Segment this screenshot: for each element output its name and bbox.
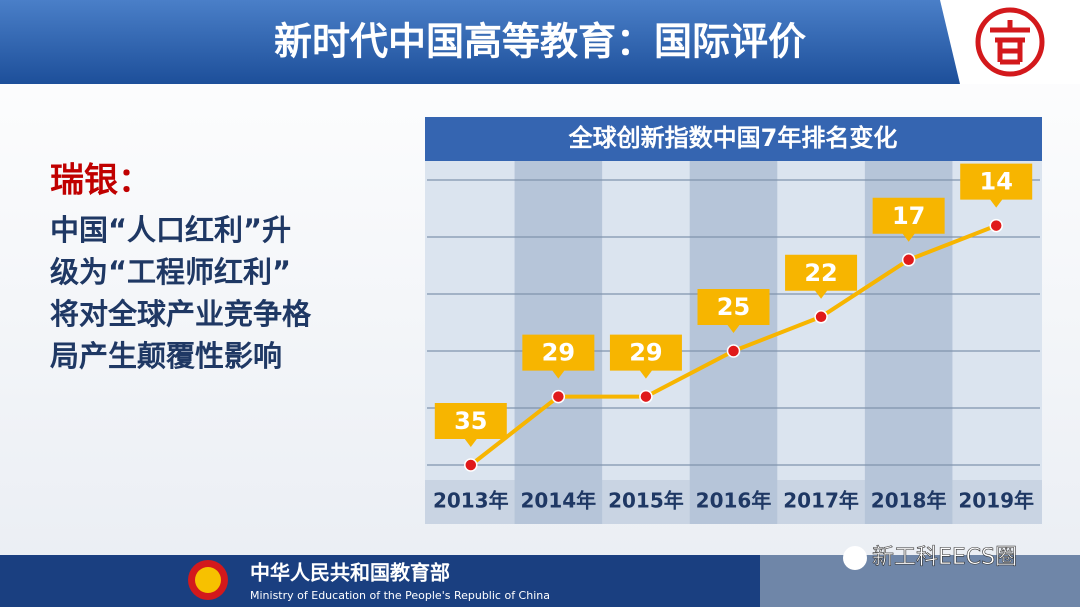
marker [551, 389, 566, 404]
x-tick-label: 2017年 [783, 489, 859, 513]
value-label: 29 [629, 339, 662, 367]
wechat-icon [843, 546, 867, 570]
panel-text: 局产生颠覆性影响 [50, 339, 282, 373]
value-callout [785, 254, 858, 299]
building-photo [760, 555, 1080, 607]
chart-title: 全球创新指数中国7年排名变化 [568, 124, 898, 152]
watermark: 新工科EECS圈 [872, 545, 1017, 570]
header-title: 新时代中国高等教育：国际评价 [274, 20, 806, 64]
header-bar [0, 0, 1080, 84]
marker [814, 310, 828, 324]
value-callout [697, 289, 770, 333]
x-tick-label: 2016年 [696, 489, 772, 513]
value-callout [434, 403, 507, 447]
panel-heading: 瑞银： [50, 161, 152, 201]
value-callout [960, 163, 1033, 208]
x-tick-label: 2019年 [958, 489, 1034, 513]
value-label: 29 [542, 339, 575, 367]
column-shade [689, 161, 778, 524]
marker [464, 458, 478, 472]
marker [989, 218, 1003, 233]
marker [901, 253, 916, 267]
emblem-inner [195, 567, 221, 593]
footer-org: 中华人民共和国教育部 [250, 561, 450, 585]
chart-title-band [425, 117, 1042, 161]
panel-text: 将对全球产业竞争格 [50, 297, 312, 331]
x-tick-label: 2015年 [608, 489, 684, 513]
panel-text: 中国“人口红利”升 [50, 213, 291, 247]
value-callout [872, 197, 945, 242]
value-label: 17 [892, 202, 925, 230]
footer-org-en: Ministry of Education of the People's Re… [250, 589, 550, 602]
value-callout [609, 334, 682, 379]
marker [726, 344, 741, 358]
x-tick-label: 2013年 [433, 489, 509, 513]
value-label: 22 [804, 259, 837, 287]
panel-text: 级为“工程师红利” [50, 255, 291, 289]
value-label: 35 [454, 407, 487, 435]
x-tick-label: 2014年 [521, 489, 597, 513]
value-callout [522, 334, 595, 379]
value-label: 14 [980, 168, 1013, 196]
marker [639, 389, 653, 404]
value-label: 25 [717, 293, 750, 321]
logo-mark [990, 20, 1030, 65]
x-tick-label: 2018年 [871, 489, 947, 513]
